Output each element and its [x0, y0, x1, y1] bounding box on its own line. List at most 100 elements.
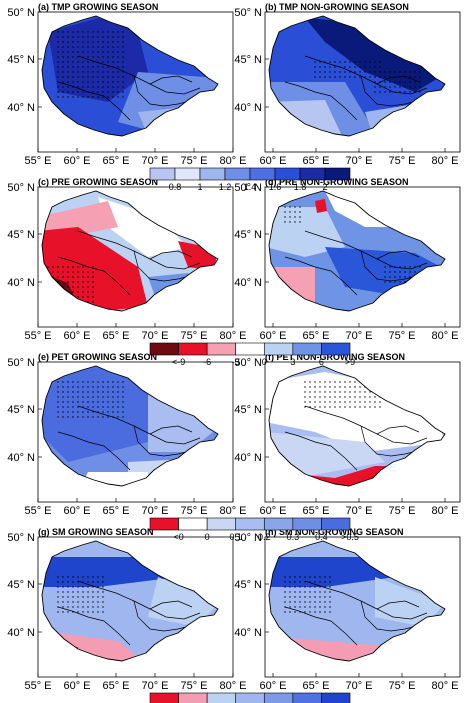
lon-label: 75° E: [388, 155, 415, 167]
lon-label: 65° E: [102, 680, 129, 692]
region-outline-h: [268, 540, 446, 662]
lat-label: 45° N: [234, 229, 262, 241]
panel-title-h: (h) SM NON-GROWING SEASON: [265, 527, 404, 537]
map-frame-b: [264, 11, 461, 153]
colorbar-row-2: <0 0 0.1 0.2 0.3 0.4 >0.5: [149, 517, 359, 542]
colorbar-label: 0.8: [169, 182, 182, 192]
region-outline-a: [41, 15, 219, 137]
lat-label: 50° N: [7, 182, 35, 194]
colorbar-swatch: [235, 692, 265, 703]
region-outline-b: [268, 15, 446, 137]
lon-label: 70° E: [141, 680, 168, 692]
lon-label: 75° E: [388, 680, 415, 692]
colorbar-label: 0.4: [315, 532, 328, 542]
map-frame-e: [37, 361, 234, 503]
lon-label: 70° E: [141, 330, 168, 342]
lat-label: 45° N: [7, 404, 35, 416]
colorbar-swatch: [178, 517, 208, 531]
lon-label: 75° E: [180, 505, 207, 517]
map-fill-g: [42, 541, 218, 661]
lat-label: 50° N: [234, 357, 262, 369]
map-frame-h: [264, 536, 461, 678]
map-fill-a: [42, 16, 218, 136]
lon-label: 75° E: [180, 330, 207, 342]
lon-label: 55° E: [24, 505, 51, 517]
colorbar-row-3: <-505101520>25: [149, 692, 351, 703]
lat-label: 40° N: [234, 452, 262, 464]
colorbar-label: 1.2: [219, 182, 232, 192]
colorbar-swatch: [235, 342, 265, 356]
colorbar-swatch: [206, 692, 237, 703]
colorbar-swatch: [149, 342, 179, 356]
colorbar-swatch: [149, 167, 176, 181]
lat-label: 45° N: [234, 54, 262, 66]
lat-label: 50° N: [234, 532, 262, 544]
lat-label: 40° N: [234, 627, 262, 639]
colorbar-swatch: [292, 692, 322, 703]
lon-label: 60° E: [63, 680, 90, 692]
lon-label: 80° E: [431, 505, 458, 517]
map-frame-a: [37, 11, 234, 153]
colorbar-label: 0.2: [258, 532, 271, 542]
lat-label: 50° N: [234, 7, 262, 19]
map-fill-f: [269, 366, 445, 486]
lat-label: 45° N: [7, 54, 35, 66]
colorbar-row-0: 0.8 1 1.2 1.4 1.6 1.8 2: [149, 167, 351, 192]
colorbar-label: 6: [319, 357, 324, 367]
lon-label: 65° E: [102, 155, 129, 167]
lon-label: 75° E: [180, 680, 207, 692]
panel-title-d: (d) PRE NON-GROWING SEASON: [265, 177, 409, 187]
colorbar-swatch: [299, 167, 326, 181]
lon-label: 80° E: [431, 680, 458, 692]
lon-label: 80° E: [219, 505, 246, 517]
panel-title-c: (c) PRE GROWING SEASON: [38, 177, 158, 187]
colorbar-label: 0.1: [229, 532, 242, 542]
lon-label: 60° E: [259, 680, 286, 692]
lon-label: 55° E: [24, 680, 51, 692]
colorbar-label: 0: [205, 532, 210, 542]
lon-label: 65° E: [302, 680, 329, 692]
colorbar-swatch: [149, 517, 179, 531]
region-outline-e: [41, 365, 219, 487]
map-frame-d: [264, 186, 461, 328]
lon-label: 70° E: [345, 505, 372, 517]
lon-label: 80° E: [219, 330, 246, 342]
colorbar-label: 1.8: [294, 182, 307, 192]
colorbar-swatch: [292, 517, 322, 531]
lat-label: 50° N: [7, 357, 35, 369]
lon-label: 75° E: [388, 330, 415, 342]
lat-label: 40° N: [7, 452, 35, 464]
map-fill-d: [269, 191, 445, 311]
lon-label: 65° E: [302, 155, 329, 167]
colorbar-swatch: [178, 342, 208, 356]
region-outline-g: [41, 540, 219, 662]
colorbar-swatch: [235, 517, 265, 531]
lat-label: 50° N: [7, 7, 35, 19]
panel-title-e: (e) PET GROWING SEASON: [38, 352, 157, 362]
lon-label: 60° E: [259, 155, 286, 167]
map-frame-g: [37, 536, 234, 678]
lat-label: 45° N: [234, 579, 262, 591]
colorbar-swatch: [149, 692, 179, 703]
lon-label: 60° E: [259, 330, 286, 342]
lon-label: 65° E: [302, 330, 329, 342]
lon-label: 55° E: [24, 155, 51, 167]
lat-label: 50° N: [234, 182, 262, 194]
colorbar-swatch: [324, 167, 351, 181]
lon-label: 80° E: [219, 680, 246, 692]
lon-label: 65° E: [102, 505, 129, 517]
lat-label: 40° N: [7, 102, 35, 114]
colorbar-swatch: [206, 517, 237, 531]
lon-label: 60° E: [259, 505, 286, 517]
lon-label: 80° E: [431, 330, 458, 342]
colorbar-label: <0: [173, 532, 183, 542]
lon-label: 80° E: [219, 155, 246, 167]
lon-label: 75° E: [180, 155, 207, 167]
map-frame-f: [264, 361, 461, 503]
colorbar-swatch: [224, 167, 251, 181]
